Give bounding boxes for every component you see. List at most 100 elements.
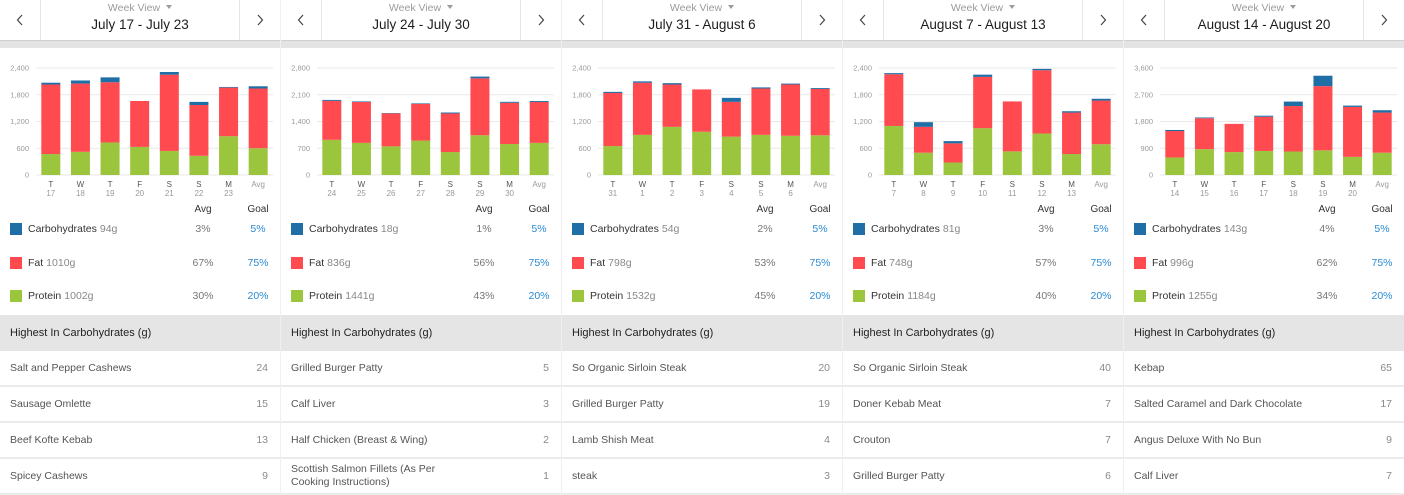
macronutrient-stacked-bar-chart: 07001,4002,1002,800T24W25T26F27S28S29M30… [291,64,554,198]
x-tick-day-label: W [77,180,85,189]
view-mode-label: Week View [107,2,161,14]
x-tick-date-label: 24 [327,189,336,198]
week-view-selector[interactable]: Week View August 7 - August 13 [884,0,1082,40]
goal-percent: 5% [250,223,266,235]
x-tick-day-label: W [1201,180,1209,189]
bar-segment-fat [1194,118,1214,150]
food-name: Sausage Omlette [10,397,92,410]
bar-segment-fat [219,87,239,137]
x-tick-day-label: S [1320,180,1325,189]
legend-row-protein: Protein 1532g 45% 20% [562,288,842,304]
bar-segment-carbohydrates [529,101,549,103]
food-list-item[interactable]: Kebap 65 [1124,351,1404,387]
next-week-button[interactable] [520,0,561,40]
bar-segment-fat [751,88,771,135]
week-view-selector[interactable]: Week View July 31 - August 6 [603,0,801,40]
nutrient-name: Carbohydrates [871,223,940,235]
carbohydrates-color-swatch [572,223,584,235]
food-list-item[interactable]: Crouton 7 [843,423,1123,459]
x-tick-date-label: 5 [759,189,764,198]
food-list-item[interactable]: Salt and Pepper Cashews 24 [0,351,280,387]
x-tick-date-label: 31 [608,189,617,198]
food-list-item[interactable]: Doner Kebab Meat 7 [843,387,1123,423]
food-list-item[interactable]: Calf Liver 7 [1124,459,1404,495]
fat-color-swatch [572,257,584,269]
bar-segment-carbohydrates [70,80,90,84]
food-list-item[interactable]: Spicey Cashews 9 [0,459,280,495]
food-list-item[interactable]: Scottish Salmon Fillets (As Per Cooking … [281,459,561,495]
view-mode-dropdown[interactable]: Week View [1165,2,1363,15]
food-list-item[interactable]: Beef Kofte Kebab 13 [0,423,280,459]
legend-label: Carbohydrates 18g [309,221,398,237]
carbohydrate-grams: 5 [543,362,549,374]
week-view-selector[interactable]: Week View August 14 - August 20 [1165,0,1363,40]
food-list-item[interactable]: So Organic Sirloin Steak 40 [843,351,1123,387]
next-week-button[interactable] [801,0,842,40]
food-list-item[interactable]: Half Chicken (Breast & Wing) 2 [281,423,561,459]
avg-percent: 34% [1316,290,1338,302]
legend-label: Carbohydrates 143g [1152,221,1247,237]
bar-segment-protein [1194,149,1214,175]
view-mode-dropdown[interactable]: Week View [322,2,520,15]
food-list-item[interactable]: Angus Deluxe With No Bun 9 [1124,423,1404,459]
date-range: August 14 - August 20 [1197,17,1331,32]
bar-segment-protein [248,148,268,175]
goal-percent: 75% [528,257,550,269]
food-list-item[interactable]: Salted Caramel and Dark Chocolate 17 [1124,387,1404,423]
week-panel: Week View July 24 - July 30 0 700 1,400 2,100… [281,0,562,495]
nutrient-amount: 1532g [626,290,656,302]
next-week-button[interactable] [1082,0,1123,40]
food-list-item[interactable]: Calf Liver 3 [281,387,561,423]
week-view-selector[interactable]: Week View July 24 - July 30 [322,0,520,40]
caret-down-icon [1009,5,1016,9]
food-list-item[interactable]: So Organic Sirloin Steak 20 [562,351,842,387]
bar-segment-protein [351,142,371,175]
bar-segment-protein [884,125,904,175]
x-tick-day-label: M [225,180,232,189]
top-foods-list: So Organic Sirloin Steak 20 Grilled Burger… [562,351,842,495]
legend-label: Protein 1184g [871,288,936,304]
previous-week-button[interactable] [1124,0,1165,40]
food-list-item[interactable]: Grilled Burger Patty 5 [281,351,561,387]
legend-row-carbohydrates: Carbohydrates 94g 3% 5% [0,221,280,237]
y-tick-label: 2,400 [10,64,29,73]
x-tick-day-label: M [506,180,513,189]
bar-segment-protein [1254,150,1274,175]
legend-row-fat: Fat 1010g 67% 75% [0,255,280,271]
top-foods-header: Highest In Carbohydrates (g) [1124,315,1404,351]
y-tick-label: 700 [297,144,310,153]
bar-segment-carbohydrates [913,122,933,127]
bar-segment-fat [1165,131,1185,158]
previous-week-button[interactable] [843,0,884,40]
food-list-item[interactable]: Lamb Shish Meat 4 [562,423,842,459]
carbohydrates-color-swatch [853,223,865,235]
nutrient-amount: 18g [380,223,399,235]
food-list-item[interactable]: Sausage Omlette 15 [0,387,280,423]
avg-column-header: Avg [475,204,493,215]
x-tick-day-label: F [418,180,423,189]
next-week-button[interactable] [239,0,280,40]
view-mode-label: Week View [950,2,1004,14]
legend-row-protein: Protein 1002g 30% 20% [0,288,280,304]
bar-segment-protein [603,146,623,175]
avg-percent: 57% [1035,257,1057,269]
week-view-selector[interactable]: Week View July 17 - July 23 [41,0,239,40]
protein-color-swatch [10,290,22,302]
bar-segment-fat [721,101,741,137]
food-list-item[interactable]: Grilled Burger Patty 6 [843,459,1123,495]
view-mode-dropdown[interactable]: Week View [603,2,801,15]
previous-week-button[interactable] [281,0,322,40]
previous-week-button[interactable] [0,0,41,40]
view-mode-dropdown[interactable]: Week View [884,2,1082,15]
food-list-item[interactable]: steak 3 [562,459,842,495]
bar-segment-protein [1062,154,1082,175]
view-mode-dropdown[interactable]: Week View [41,2,239,15]
carbohydrate-grams: 19 [818,398,830,410]
food-list-item[interactable]: Grilled Burger Patty 19 [562,387,842,423]
bar-segment-carbohydrates [189,101,209,106]
previous-week-button[interactable] [562,0,603,40]
bar-segment-fat [973,76,993,129]
next-week-button[interactable] [1363,0,1404,40]
